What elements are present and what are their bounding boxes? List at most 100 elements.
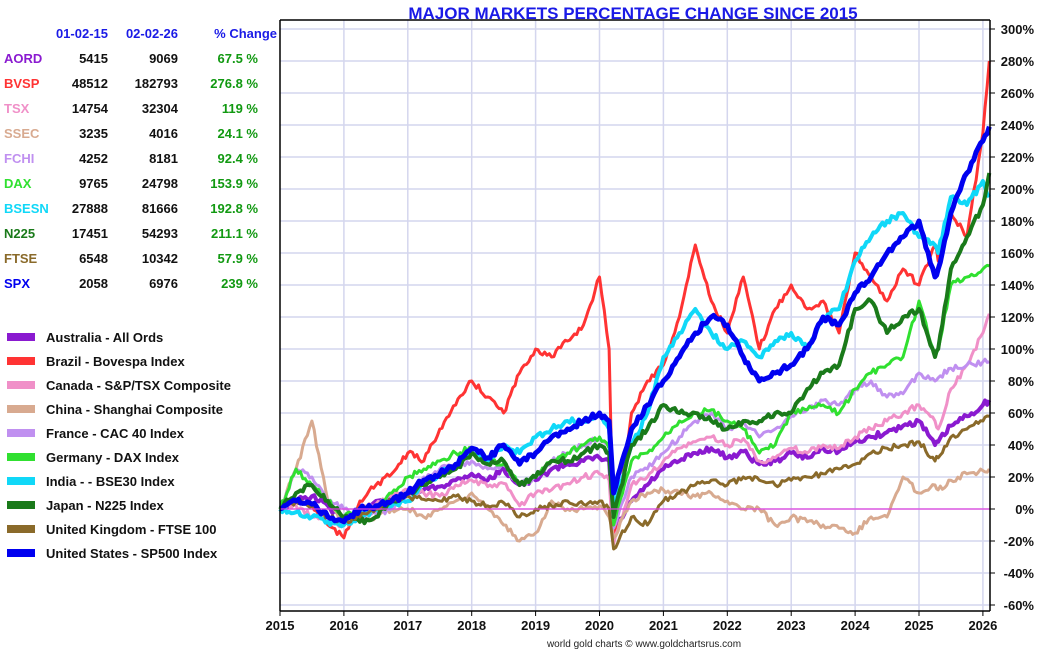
table-change-value: 24.1 % (218, 126, 259, 141)
table-symbol: AORD (4, 51, 42, 66)
table-end-value: 54293 (142, 226, 178, 241)
x-tick-label: 2017 (393, 618, 422, 633)
y-tick-label: 260% (1001, 86, 1035, 101)
grid (280, 20, 990, 611)
legend-label: Japan - N225 Index (46, 498, 165, 513)
table-start-value: 48512 (72, 76, 108, 91)
table-row: FTSE 6548 10342 57.9 % (4, 251, 258, 266)
legend-item: France - CAC 40 Index (7, 426, 185, 441)
y-tick-label: 40% (1008, 438, 1034, 453)
summary-table: 01-02-15 02-02-26 % Change AORD 5415 9069 6… (4, 26, 277, 291)
table-header-start: 01-02-15 (56, 26, 108, 41)
y-tick-label: 120% (1001, 310, 1035, 325)
y-tick-label: 180% (1001, 214, 1035, 229)
table-start-value: 5415 (79, 51, 108, 66)
table-start-value: 4252 (79, 151, 108, 166)
x-tick-label: 2024 (841, 618, 871, 633)
y-tick-label: 280% (1001, 54, 1035, 69)
table-end-value: 10342 (142, 251, 178, 266)
legend-label: United States - SP500 Index (46, 546, 218, 561)
x-tick-label: 2015 (266, 618, 295, 633)
legend-item: United States - SP500 Index (7, 546, 218, 561)
chart-credit: world gold charts © www.goldchartsrus.co… (546, 639, 741, 650)
legend-label: India - - BSE30 Index (46, 474, 175, 489)
table-symbol: FTSE (4, 251, 38, 266)
table-symbol: BVSP (4, 76, 40, 91)
table-start-value: 14754 (72, 101, 109, 116)
legend-label: China - Shanghai Composite (46, 402, 223, 417)
table-symbol: FCHI (4, 151, 34, 166)
legend-label: Australia - All Ords (46, 330, 163, 345)
legend-label: United Kingdom - FTSE 100 (46, 522, 216, 537)
table-symbol: DAX (4, 176, 32, 191)
table-change-value: 192.8 % (210, 201, 258, 216)
y-tick-label: 140% (1001, 278, 1035, 293)
table-start-value: 17451 (72, 226, 108, 241)
chart-title: MAJOR MARKETS PERCENTAGE CHANGE SINCE 20… (408, 4, 857, 23)
axes (279, 19, 991, 612)
legend-item: Brazil - Bovespa Index (7, 354, 185, 369)
legend-swatch (7, 429, 35, 437)
legend: Australia - All Ords Brazil - Bovespa Ind… (7, 330, 231, 561)
table-end-value: 32304 (142, 101, 179, 116)
table-change-value: 92.4 % (218, 151, 259, 166)
x-tick-label: 2023 (777, 618, 806, 633)
y-tick-label: -60% (1004, 598, 1035, 613)
table-end-value: 8181 (149, 151, 178, 166)
y-tick-label: 240% (1001, 118, 1035, 133)
table-end-value: 24798 (142, 176, 178, 191)
table-row: BVSP 48512 182793 276.8 % (4, 76, 258, 91)
y-tick-label: -40% (1004, 566, 1035, 581)
y-axis-ticks: 300% 280% 260% 240% 220% 200% 180% 160% 140% 120%… (990, 22, 1034, 613)
series-line-dax (278, 263, 990, 527)
x-axis-ticks: 2015 2016 2017 2018 2019 2020 2021 2022 2023 2024… (266, 611, 997, 633)
table-change-value: 239 % (221, 276, 258, 291)
legend-item: Canada - S&P/TSX Composite (7, 378, 231, 393)
y-tick-label: 0% (1015, 502, 1034, 517)
table-start-value: 3235 (79, 126, 108, 141)
legend-item: United Kingdom - FTSE 100 (7, 522, 216, 537)
table-start-value: 27888 (72, 201, 108, 216)
series-line-bsesn (278, 179, 991, 529)
legend-label: Canada - S&P/TSX Composite (46, 378, 231, 393)
table-end-value: 4016 (149, 126, 178, 141)
table-start-value: 2058 (79, 276, 108, 291)
y-tick-label: 200% (1001, 182, 1035, 197)
y-tick-label: 60% (1008, 406, 1034, 421)
table-change-value: 153.9 % (210, 176, 258, 191)
y-tick-label: 80% (1008, 374, 1034, 389)
table-row: N225 17451 54293 211.1 % (4, 226, 258, 241)
legend-swatch (7, 333, 35, 341)
x-tick-label: 2016 (329, 618, 358, 633)
x-tick-label: 2026 (968, 618, 997, 633)
table-rows: AORD 5415 9069 67.5 % BVSP 48512 182793 276.8 %… (4, 51, 258, 291)
table-end-value: 81666 (142, 201, 178, 216)
legend-label: Germany - DAX Index (46, 450, 180, 465)
table-change-value: 119 % (222, 101, 259, 116)
table-row: FCHI 4252 8181 92.4 % (4, 151, 258, 166)
series-line-bvsp (279, 60, 991, 543)
table-end-value: 6976 (149, 276, 178, 291)
y-tick-label: -20% (1004, 534, 1035, 549)
table-row: DAX 9765 24798 153.9 % (4, 176, 258, 191)
y-tick-label: 20% (1008, 470, 1034, 485)
x-tick-label: 2022 (713, 618, 742, 633)
table-row: AORD 5415 9069 67.5 % (4, 51, 258, 66)
table-change-value: 276.8 % (210, 76, 258, 91)
legend-item: Germany - DAX Index (7, 450, 180, 465)
table-change-value: 57.9 % (218, 251, 259, 266)
table-row: SPX 2058 6976 239 % (4, 276, 258, 291)
legend-swatch (7, 453, 35, 461)
legend-label: Brazil - Bovespa Index (46, 354, 185, 369)
legend-swatch (7, 525, 35, 533)
legend-swatch (7, 381, 35, 389)
x-tick-label: 2019 (521, 618, 550, 633)
legend-item: Japan - N225 Index (7, 498, 165, 513)
table-header-change: % Change (214, 26, 277, 41)
series-line-spx (279, 125, 992, 525)
table-symbol: N225 (4, 226, 35, 241)
legend-swatch (7, 501, 35, 509)
y-tick-label: 100% (1001, 342, 1035, 357)
table-end-value: 9069 (149, 51, 178, 66)
table-symbol: SSEC (4, 126, 40, 141)
